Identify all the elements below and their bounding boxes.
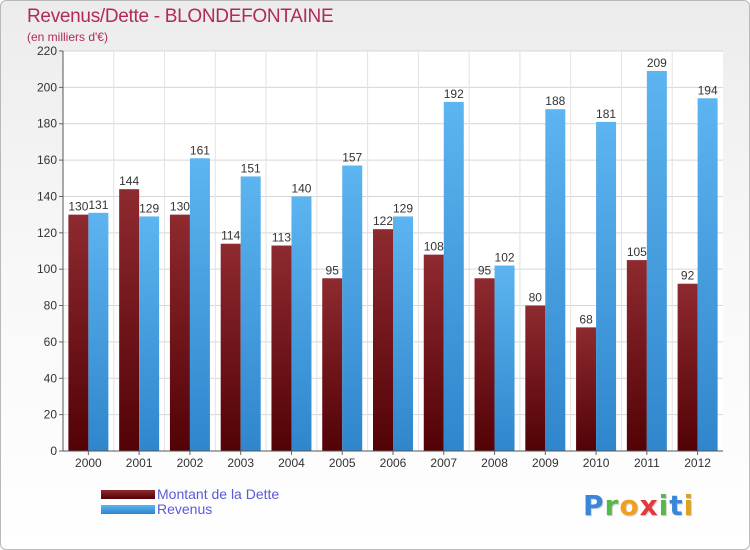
chart-subtitle: (en milliers d'€): [27, 30, 108, 44]
y-tick-label: 40: [44, 371, 58, 385]
x-tick-label: 2001: [126, 456, 153, 470]
bar-revenue: [545, 109, 566, 451]
bar-debt: [271, 245, 292, 451]
bar-revenue: [342, 165, 363, 451]
bar-revenue: [494, 265, 515, 451]
bar-debt: [474, 278, 495, 451]
data-label-debt: 105: [627, 245, 647, 259]
bar-debt: [68, 214, 89, 451]
data-label-revenue: 102: [495, 251, 515, 265]
x-tick-label: 2002: [177, 456, 204, 470]
data-label-debt: 68: [579, 312, 593, 326]
data-label-revenue: 192: [444, 87, 464, 101]
data-label-debt: 113: [272, 231, 291, 245]
logo-letter: r: [604, 489, 620, 522]
logo-letter: i: [683, 489, 695, 522]
bar-revenue: [646, 71, 667, 451]
data-label-revenue: 181: [596, 107, 616, 121]
x-tick-label: 2005: [329, 456, 356, 470]
y-tick-label: 180: [37, 117, 57, 131]
bar-revenue: [189, 158, 210, 452]
bar-debt: [626, 260, 647, 451]
y-tick-label: 100: [37, 262, 57, 276]
bar-debt: [423, 254, 444, 451]
bar-debt: [322, 278, 343, 451]
data-label-debt: 92: [681, 269, 695, 283]
data-label-debt: 108: [424, 240, 444, 254]
data-label-debt: 144: [119, 174, 139, 188]
bar-debt: [525, 305, 546, 451]
bar-revenue: [139, 216, 160, 451]
x-tick-label: 2004: [278, 456, 305, 470]
logo-letter: P: [583, 489, 605, 522]
bar-revenue: [443, 101, 464, 451]
data-label-revenue: 161: [190, 143, 210, 157]
bar-debt: [220, 243, 241, 451]
data-label-revenue: 188: [545, 94, 565, 108]
bar-debt: [373, 229, 393, 451]
x-tick-label: 2011: [634, 456, 660, 470]
legend-item-debt: Montant de la Dette: [101, 487, 279, 502]
data-label-revenue: 131: [88, 198, 108, 212]
data-label-revenue: 129: [139, 201, 159, 215]
bars: [68, 71, 718, 452]
data-label-debt: 130: [170, 200, 190, 214]
data-label-debt: 80: [529, 291, 543, 305]
bar-revenue: [291, 196, 312, 451]
legend-swatch-debt: [101, 490, 155, 499]
bar-revenue: [596, 121, 617, 451]
x-tick-label: 2006: [380, 456, 407, 470]
legend-label-revenue: Revenus: [157, 501, 213, 517]
data-label-debt: 114: [221, 229, 240, 243]
legend: Montant de la Dette Revenus: [101, 487, 279, 517]
y-tick-label: 160: [37, 153, 57, 167]
y-tick-label: 220: [37, 44, 57, 58]
y-tick-label: 200: [37, 80, 57, 94]
bar-debt: [677, 283, 698, 451]
bar-revenue: [697, 98, 718, 451]
data-label-revenue: 140: [291, 181, 311, 195]
logo-letter: i: [658, 489, 670, 522]
logo-letter: o: [619, 489, 640, 522]
x-tick-label: 2012: [684, 456, 711, 470]
bar-debt: [169, 214, 190, 451]
data-label-debt: 130: [68, 200, 88, 214]
y-tick-label: 140: [37, 189, 57, 203]
logo-letter: t: [669, 489, 684, 522]
bar-revenue: [88, 212, 109, 451]
logo-letter: x: [639, 489, 659, 522]
bar-revenue: [240, 176, 261, 452]
bar-debt: [576, 327, 597, 451]
y-tick-label: 60: [44, 335, 58, 349]
data-labels: 130 144 130 114 113 95 122 108 95 80 68 105 92 131 129…: [68, 56, 718, 326]
legend-item-revenue: Revenus: [101, 502, 279, 517]
data-label-debt: 95: [326, 263, 340, 277]
y-tick-label: 0: [50, 444, 57, 458]
x-tick-label: 2003: [227, 456, 254, 470]
proxiti-logo: Proxiti: [583, 489, 694, 522]
x-tick-label: 2010: [583, 456, 610, 470]
x-tick-label: 2000: [75, 456, 102, 470]
chart-title: Revenus/Dette - BLONDEFONTAINE: [27, 6, 334, 27]
data-label-revenue: 194: [698, 83, 718, 97]
axes: 0 20 40 60 80 100 120 140 160 180 200 220 2000 2001 20…: [37, 44, 723, 470]
bar-debt: [119, 189, 140, 451]
data-label-revenue: 157: [342, 151, 362, 165]
data-label-revenue: 209: [647, 56, 667, 70]
y-tick-label: 20: [44, 408, 58, 422]
legend-swatch-revenue: [101, 505, 155, 514]
legend-label-debt: Montant de la Dette: [157, 486, 280, 502]
y-tick-label: 120: [37, 226, 57, 240]
x-tick-label: 2007: [430, 456, 457, 470]
x-tick-label: 2008: [481, 456, 508, 470]
y-tick-label: 80: [44, 299, 58, 313]
data-label-debt: 122: [373, 214, 393, 228]
x-tick-label: 2009: [532, 456, 559, 470]
data-label-revenue: 129: [393, 201, 413, 215]
bar-revenue: [393, 216, 413, 451]
data-label-revenue: 151: [241, 161, 261, 175]
data-label-debt: 95: [478, 263, 492, 277]
